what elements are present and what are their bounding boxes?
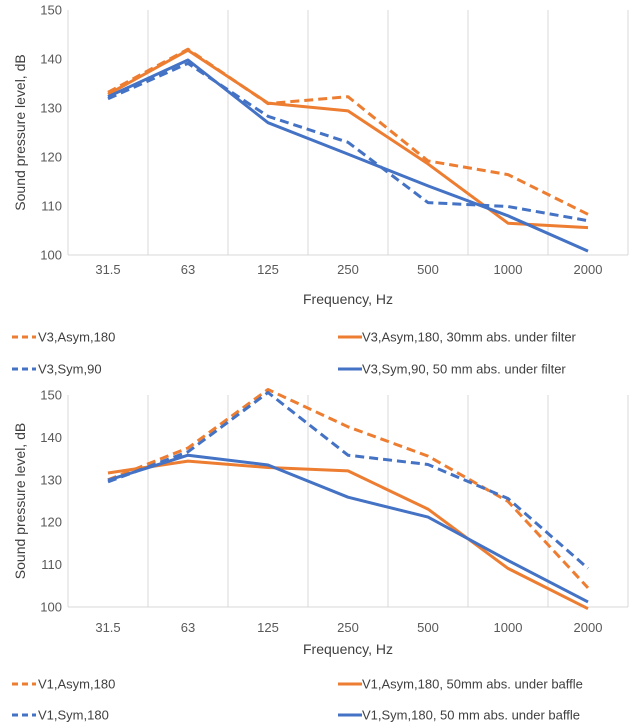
y-tick-label: 100 (40, 248, 62, 263)
series-line-3 (107, 61, 589, 223)
y-tick-label: 120 (40, 515, 62, 530)
legend-label: V3,Asym,180 (38, 330, 115, 345)
y-tick-label: 150 (40, 3, 62, 18)
x-tick-label: 63 (181, 620, 195, 635)
x-tick-label: 1000 (494, 262, 523, 277)
y-axis-label: Sound pressure level, dB (12, 423, 28, 579)
x-tick-label: 2000 (574, 620, 603, 635)
series-line-3 (107, 391, 589, 570)
legend-label: V1,Asym,180 (38, 677, 115, 692)
x-tick-label: 31.5 (95, 262, 120, 277)
legend-label: V1,Sym,180 (38, 708, 109, 723)
series-line-2 (107, 459, 589, 611)
series-line-4 (107, 58, 589, 253)
y-tick-label: 140 (40, 430, 62, 445)
y-tick-label: 130 (40, 472, 62, 487)
x-tick-label: 500 (417, 262, 439, 277)
y-axis-label: Sound pressure level, dB (12, 54, 28, 210)
series-line-1 (107, 47, 589, 216)
x-tick-label: 250 (337, 262, 359, 277)
x-tick-label: 250 (337, 620, 359, 635)
x-tick-label: 500 (417, 620, 439, 635)
y-tick-label: 140 (40, 52, 62, 67)
x-axis-label: Frequency, Hz (303, 641, 393, 657)
x-tick-label: 63 (181, 262, 195, 277)
legend-label: V3,Sym,90 (38, 362, 102, 377)
legend-label: V1,Sym,180, 50 mm abs. under baffle (362, 708, 580, 723)
y-tick-label: 100 (40, 600, 62, 615)
chart-top: 100 110 120 130 140 150 31.5 63 125 250 500 1000 200… (12, 3, 629, 377)
y-tick-label: 150 (40, 388, 62, 403)
y-tick-label: 120 (40, 150, 62, 165)
x-tick-label: 125 (257, 620, 279, 635)
chart-bottom: 100 110 120 130 140 150 31.5 63 125 250 500 1000 200… (12, 388, 629, 723)
legend-label: V3,Asym,180, 30mm abs. under filter (362, 330, 577, 345)
x-axis-label: Frequency, Hz (303, 291, 393, 307)
y-tick-label: 110 (41, 557, 62, 572)
series-line-4 (107, 453, 589, 604)
x-tick-label: 2000 (574, 262, 603, 277)
x-tick-label: 31.5 (95, 620, 120, 635)
y-tick-label: 130 (40, 101, 62, 116)
x-tick-label: 125 (257, 262, 279, 277)
series-line-1 (107, 388, 590, 589)
series-line-2 (107, 48, 589, 230)
legend-label: V3,Sym,90, 50 mm abs. under filter (362, 362, 566, 377)
x-tick-label: 1000 (494, 620, 523, 635)
y-tick-label: 110 (41, 199, 62, 214)
legend-label: V1,Asym,180, 50mm abs. under baffle (362, 677, 583, 692)
